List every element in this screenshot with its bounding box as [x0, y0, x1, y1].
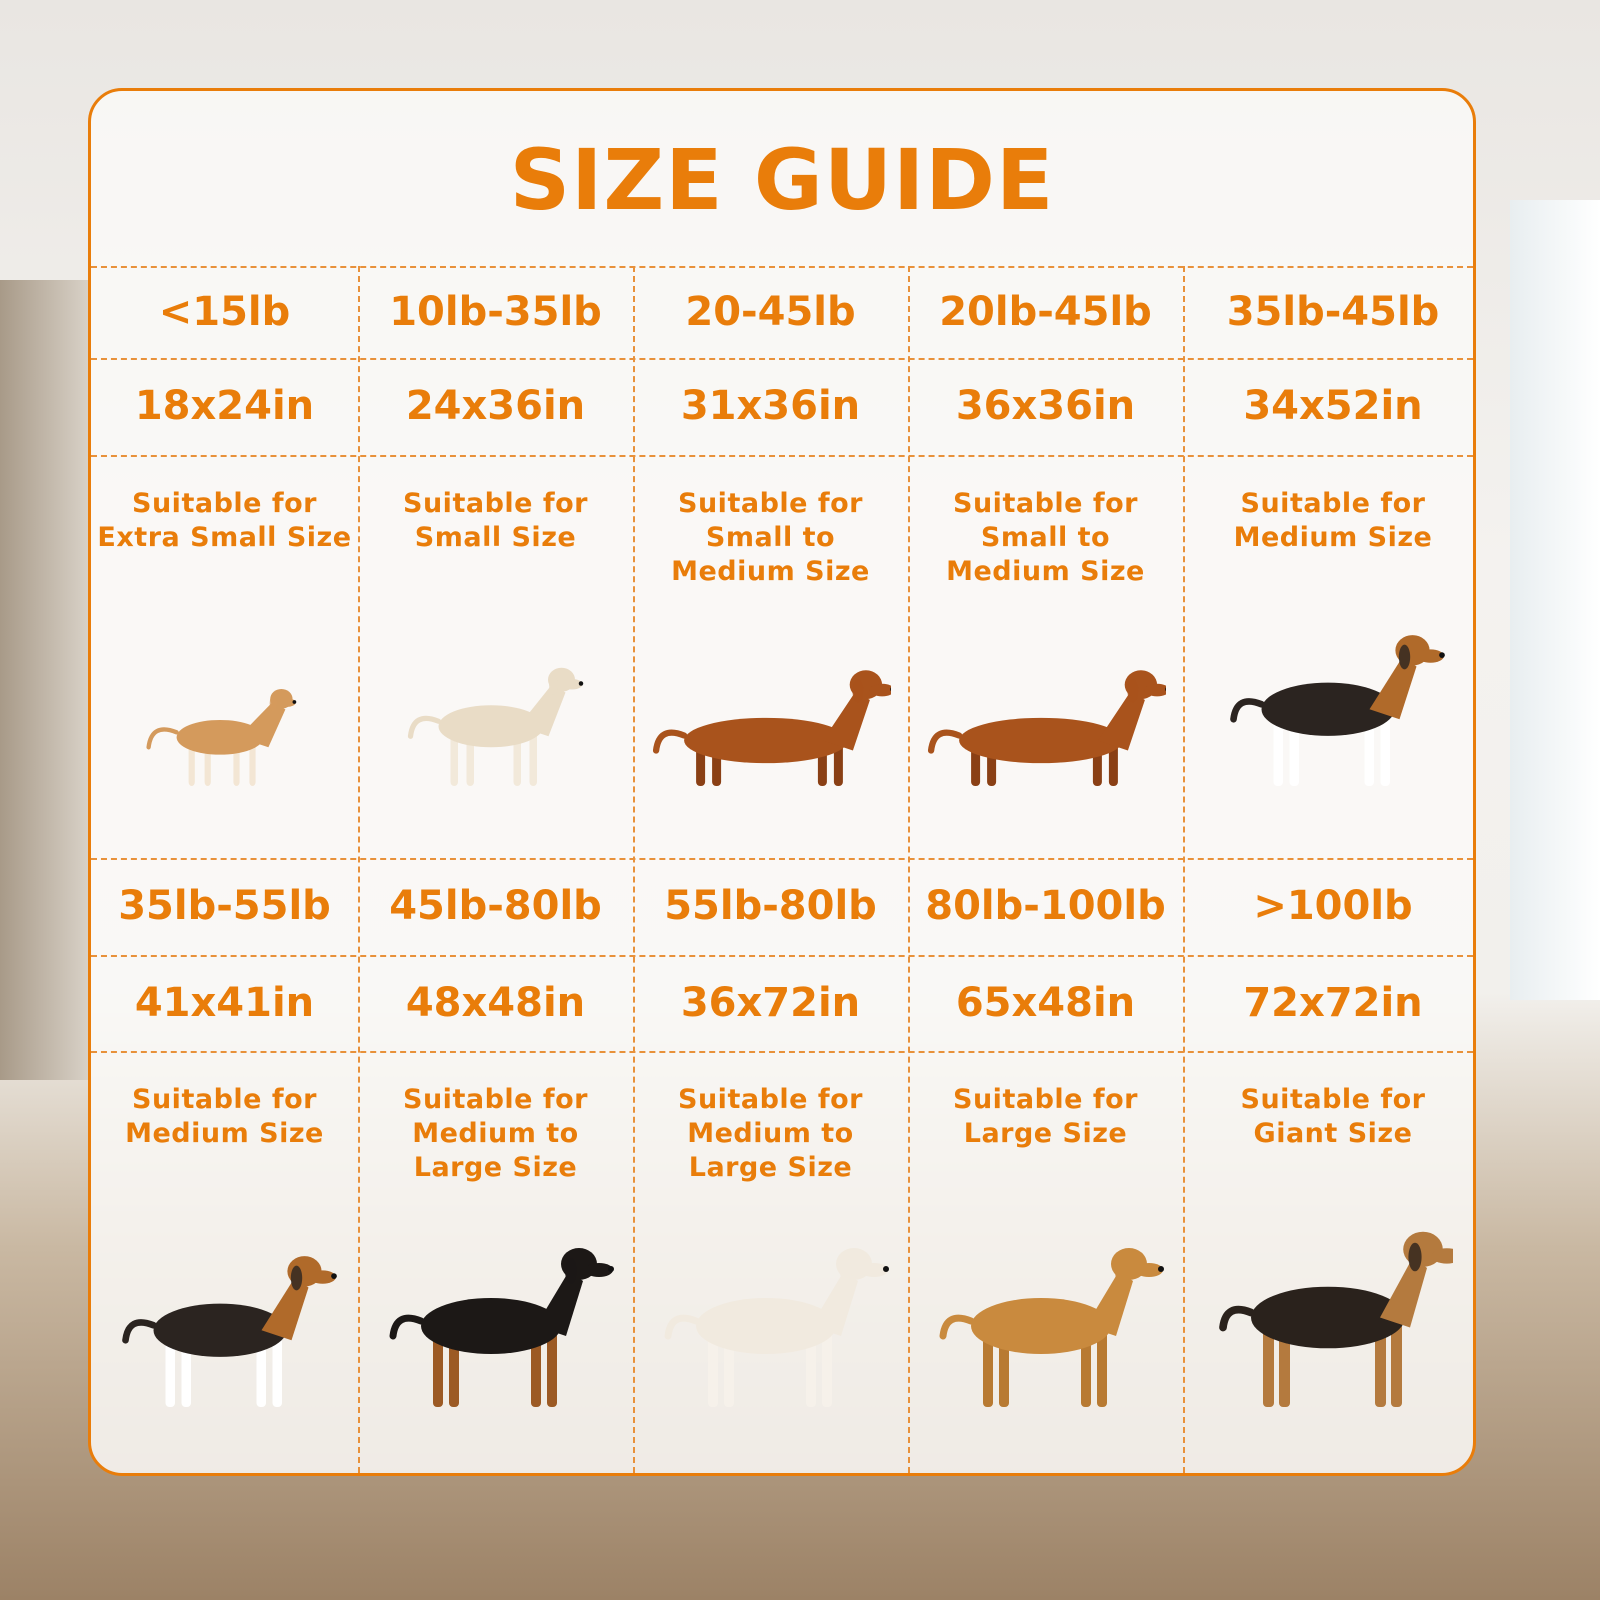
dimensions: 72x72in [1243, 980, 1423, 1026]
size-guide-panel: SIZE GUIDE <15lb 18x24in Suitable for Extra… [88, 88, 1476, 1476]
suitability-text: Suitable for [678, 1084, 863, 1115]
grid-divider [1183, 266, 1185, 1473]
dachshund-dog-image-figure [927, 670, 1166, 786]
dimensions: 48x48in [405, 980, 586, 1026]
suitability-text: Small to [980, 522, 1111, 553]
grid-divider [91, 358, 1473, 360]
grid-divider [908, 266, 910, 1473]
dachshund-dog-image [927, 670, 1166, 786]
german-shepherd-dog-image [1219, 1231, 1453, 1407]
suitability-text: Suitable for [132, 1084, 317, 1115]
suitability-text: Medium Size [1233, 522, 1433, 553]
beagle-dog-image [121, 1256, 337, 1407]
dachshund-dog-image [652, 670, 891, 786]
labrador-dog-image-figure [664, 1248, 889, 1407]
rottweiler-dog-image [389, 1248, 614, 1407]
suitability-text: Suitable for [678, 488, 863, 519]
beagle-dog-image-figure [121, 1256, 337, 1407]
suitability-text: Large Size [688, 1152, 853, 1183]
suitability-text: Suitable for [1240, 1084, 1426, 1115]
weight-range: 35lb-55lb [118, 883, 331, 929]
weight-range: >100lb [1253, 883, 1413, 929]
chihuahua-dog-image-figure [145, 688, 296, 786]
weight-range: <15lb [158, 289, 291, 335]
suitability-text: Extra Small Size [97, 522, 352, 553]
golden-retriever-dog-image [939, 1248, 1164, 1407]
suitability-text: Medium Size [946, 556, 1145, 587]
weight-range: 10lb-35lb [389, 289, 602, 335]
suitability-text: Suitable for [132, 488, 317, 519]
background-shelf [0, 280, 90, 1080]
background-window [1510, 200, 1600, 1000]
beagle-dog-image-figure [1230, 635, 1445, 786]
dimensions: 41x41in [134, 980, 315, 1026]
weight-range: 20lb-45lb [939, 289, 1152, 335]
golden-retriever-dog-image-figure [939, 1248, 1164, 1407]
dimensions: 34x52in [1243, 383, 1423, 429]
rottweiler-dog-image-figure [389, 1248, 614, 1407]
suitability-text: Suitable for [1240, 488, 1426, 519]
suitability-text: Large Size [963, 1118, 1128, 1149]
weight-range: 80lb-100lb [925, 883, 1166, 929]
beagle-dog-image [1230, 635, 1445, 786]
weight-range: 20-45lb [685, 289, 856, 335]
dimensions: 18x24in [134, 383, 315, 429]
dimensions: 36x72in [680, 980, 861, 1026]
suitability-text: Suitable for [953, 1084, 1138, 1115]
french-bulldog-image-figure [407, 667, 583, 786]
grid-divider [91, 858, 1473, 860]
suitability-text: Medium to [687, 1118, 854, 1149]
suitability-text: Suitable for [953, 488, 1138, 519]
grid-divider [91, 1051, 1473, 1053]
grid-divider [91, 266, 1473, 268]
weight-range: 55lb-80lb [664, 883, 877, 929]
french-bulldog-image [407, 667, 583, 786]
chihuahua-dog-image [145, 688, 296, 786]
suitability-text: Suitable for [403, 1084, 588, 1115]
labrador-dog-image [664, 1248, 889, 1407]
grid-divider [633, 266, 635, 1473]
suitability-text: Giant Size [1253, 1118, 1413, 1149]
german-shepherd-dog-image-figure [1219, 1231, 1453, 1407]
page-title: SIZE GUIDE [509, 131, 1055, 229]
dimensions: 65x48in [955, 980, 1136, 1026]
suitability-text: Small to [705, 522, 836, 553]
grid-divider [91, 455, 1473, 457]
grid-divider [91, 955, 1473, 957]
suitability-text: Medium to [412, 1118, 579, 1149]
dimensions: 31x36in [680, 383, 861, 429]
dimensions: 24x36in [405, 383, 586, 429]
suitability-text: Small Size [414, 522, 577, 553]
dimensions: 36x36in [955, 383, 1136, 429]
suitability-text: Suitable for [403, 488, 588, 519]
suitability-text: Medium Size [125, 1118, 324, 1149]
grid-divider [358, 266, 360, 1473]
suitability-text: Large Size [413, 1152, 578, 1183]
weight-range: 35lb-45lb [1226, 289, 1440, 335]
suitability-text: Medium Size [671, 556, 870, 587]
dachshund-dog-image-figure [652, 670, 891, 786]
weight-range: 45lb-80lb [389, 883, 602, 929]
